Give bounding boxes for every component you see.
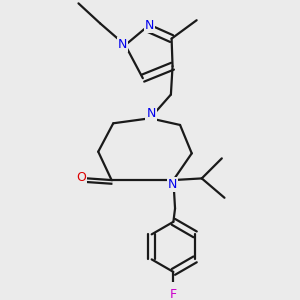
Text: N: N [146, 107, 156, 120]
Text: N: N [168, 178, 177, 191]
Text: O: O [76, 171, 86, 184]
Text: F: F [170, 288, 177, 300]
Text: N: N [145, 19, 154, 32]
Text: N: N [118, 38, 127, 51]
